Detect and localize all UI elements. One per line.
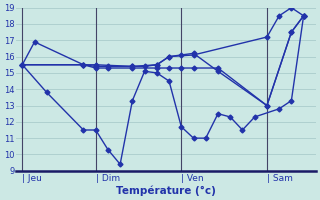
X-axis label: Température (°c): Température (°c) [116,185,216,196]
